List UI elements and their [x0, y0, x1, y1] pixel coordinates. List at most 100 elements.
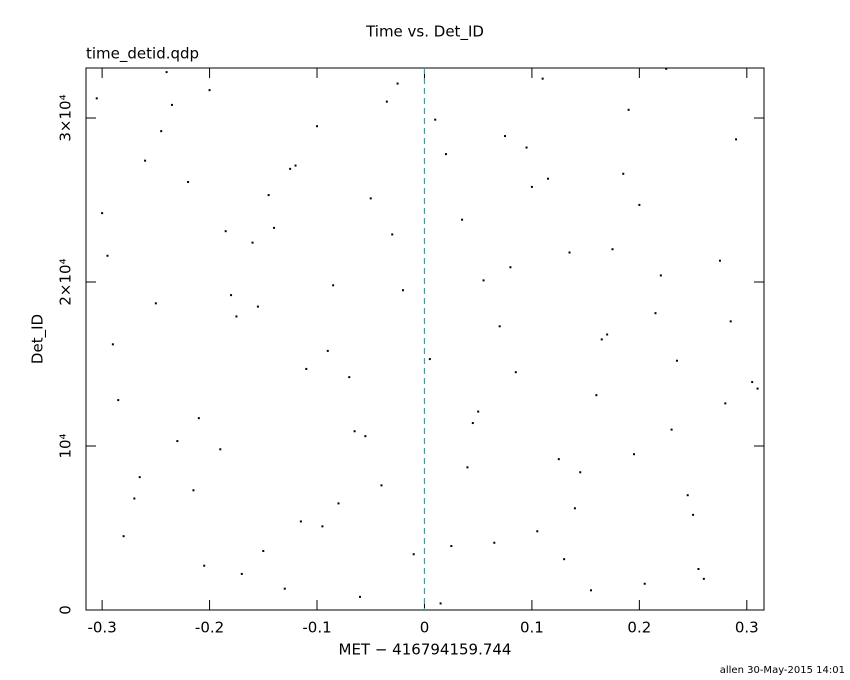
point	[117, 399, 120, 402]
point	[208, 89, 211, 92]
point	[557, 458, 560, 461]
point	[358, 595, 361, 598]
point	[573, 507, 576, 510]
point	[735, 138, 738, 141]
point	[514, 371, 517, 374]
point	[289, 167, 292, 170]
point	[412, 553, 415, 556]
point	[170, 103, 173, 106]
point	[670, 428, 673, 431]
point	[729, 320, 732, 323]
chart-subtitle: time_detid.qdp	[86, 45, 199, 64]
point	[380, 484, 383, 487]
point	[224, 230, 227, 233]
point	[643, 582, 646, 585]
point	[525, 146, 528, 149]
chart-title: Time vs. Det_ID	[365, 23, 484, 42]
point	[401, 289, 404, 292]
x-tick-label: 0.2	[627, 619, 651, 637]
footer: allen 30-May-2015 14:01	[720, 665, 845, 676]
point	[477, 410, 480, 413]
point	[461, 218, 464, 221]
point	[450, 545, 453, 548]
point	[466, 466, 469, 469]
point	[144, 159, 147, 162]
point	[536, 530, 539, 533]
point	[600, 338, 603, 341]
point	[590, 589, 593, 592]
point	[498, 325, 501, 328]
point	[579, 471, 582, 474]
y-axis-label: Det_ID	[29, 314, 48, 364]
point	[541, 77, 544, 80]
point	[611, 248, 614, 251]
x-tick-label: -0.3	[87, 619, 116, 637]
x-tick-label: 0	[420, 619, 430, 637]
point	[364, 435, 367, 438]
point	[385, 100, 388, 103]
point	[294, 164, 297, 167]
point	[654, 312, 657, 315]
point	[267, 194, 270, 197]
point	[337, 502, 340, 505]
point	[203, 564, 206, 567]
point	[160, 130, 163, 133]
point	[305, 367, 308, 370]
point	[686, 494, 689, 497]
point	[369, 197, 372, 200]
point	[262, 549, 265, 552]
point	[659, 274, 662, 277]
y-tick-label: 3×10⁴	[57, 94, 75, 141]
point	[391, 233, 394, 236]
point	[702, 577, 705, 580]
point	[504, 135, 507, 138]
point	[396, 82, 399, 85]
point	[332, 284, 335, 287]
x-tick-label: -0.2	[195, 619, 224, 637]
point	[675, 359, 678, 362]
point	[482, 279, 485, 282]
point	[638, 203, 641, 206]
point	[606, 333, 609, 336]
point	[697, 568, 700, 571]
point	[106, 254, 109, 257]
x-tick-label: 0.3	[735, 619, 759, 637]
x-tick-label: -0.1	[302, 619, 331, 637]
point	[751, 381, 754, 384]
point	[756, 387, 759, 390]
point	[428, 358, 431, 361]
point	[176, 440, 179, 443]
point	[321, 525, 324, 528]
point	[326, 349, 329, 352]
point	[718, 259, 721, 262]
point	[95, 97, 98, 100]
y-tick-label: 10⁴	[57, 433, 75, 458]
point	[547, 177, 550, 180]
point	[299, 520, 302, 523]
point	[509, 266, 512, 269]
point	[256, 305, 259, 308]
point	[283, 587, 286, 590]
point	[595, 394, 598, 397]
point	[101, 212, 104, 215]
x-axis-label: MET − 416794159.744	[339, 641, 512, 659]
point	[439, 602, 442, 605]
point	[493, 541, 496, 544]
point	[692, 513, 695, 516]
x-tick-label: 0.1	[520, 619, 544, 637]
y-tick-label: 2×10⁴	[57, 258, 75, 305]
point	[348, 376, 351, 379]
point	[665, 67, 668, 70]
point	[563, 558, 566, 561]
y-tick-label: 0	[57, 605, 75, 615]
point	[138, 476, 141, 479]
point	[219, 448, 222, 451]
point	[133, 497, 136, 500]
point	[724, 402, 727, 405]
point	[434, 118, 437, 121]
point	[111, 343, 114, 346]
point	[530, 185, 533, 188]
point	[273, 226, 276, 229]
point	[316, 125, 319, 128]
